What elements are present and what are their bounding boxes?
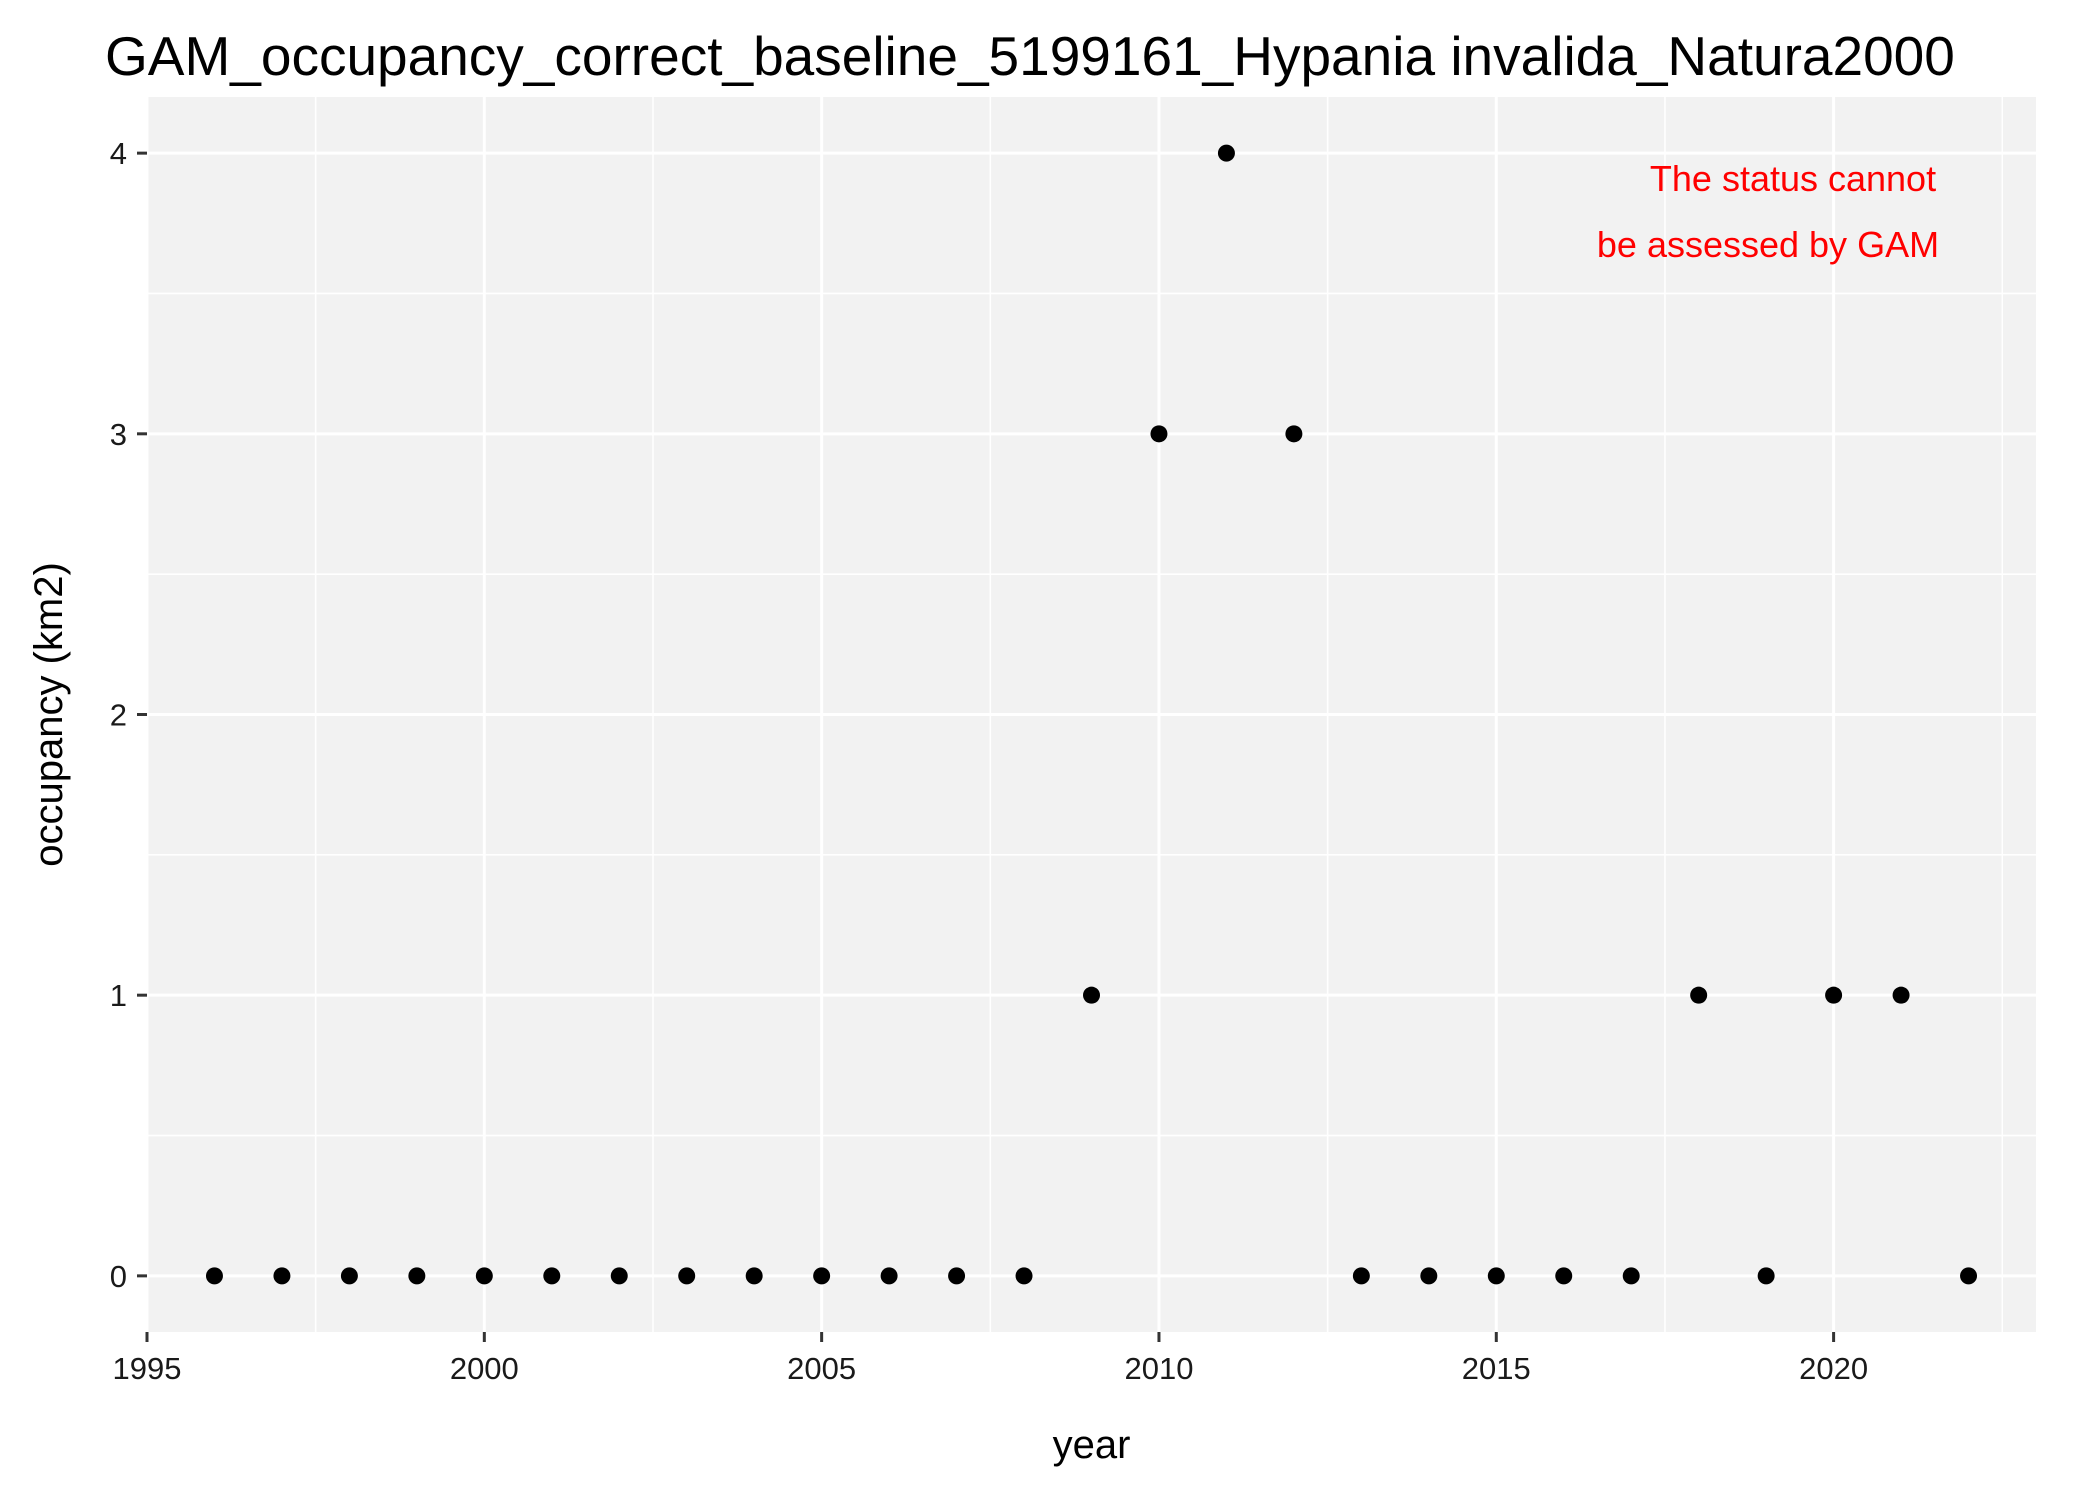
x-tick-label: 2015: [1462, 1351, 1531, 1386]
data-point: [813, 1267, 831, 1285]
data-point: [408, 1267, 426, 1285]
data-point: [1690, 986, 1708, 1004]
data-point: [1622, 1267, 1640, 1285]
data-point: [610, 1267, 628, 1285]
y-tick-label: 1: [110, 978, 127, 1013]
data-point: [1217, 144, 1235, 162]
data-point: [1555, 1267, 1573, 1285]
x-tick-labels: 1995 2000 2005 2010 2015 2020: [113, 1351, 1869, 1386]
data-point: [1960, 1267, 1978, 1285]
data-point: [340, 1267, 358, 1285]
y-tick-label: 4: [110, 136, 127, 171]
data-point: [678, 1267, 696, 1285]
y-tick-label: 3: [110, 417, 127, 452]
data-point: [273, 1267, 291, 1285]
x-axis-label: year: [1053, 1423, 1131, 1467]
x-tick-label: 1995: [113, 1351, 182, 1386]
data-point: [1083, 986, 1100, 1004]
data-point: [1892, 986, 1910, 1004]
x-tick-label: 2020: [1799, 1351, 1868, 1386]
chart-title: GAM_occupancy_correct_baseline_5199161_H…: [105, 25, 1955, 87]
y-tick-label: 0: [110, 1259, 127, 1294]
data-point: [1825, 986, 1843, 1004]
x-tick-label: 2000: [450, 1351, 519, 1386]
data-point: [1285, 425, 1303, 443]
annotation-line-2: be assessed by GAM: [1597, 224, 1939, 265]
y-axis-label: occupancy (km2): [27, 562, 71, 867]
data-point: [948, 1267, 966, 1285]
data-point: [1757, 1267, 1775, 1285]
data-points: [205, 144, 1978, 1285]
data-point: [1420, 1267, 1438, 1285]
data-point: [1352, 1267, 1370, 1285]
data-point: [543, 1267, 561, 1285]
x-tick-label: 2010: [1124, 1351, 1193, 1386]
data-point: [475, 1267, 493, 1285]
annotation-line-1: The status cannot: [1650, 158, 1936, 199]
data-point: [745, 1267, 763, 1285]
data-point: [880, 1267, 898, 1285]
data-point: [1150, 425, 1168, 443]
y-tick-labels: 0 1 2 3 4: [110, 136, 127, 1294]
data-point: [205, 1267, 223, 1285]
data-point: [1015, 1267, 1033, 1285]
axis-ticks: [137, 151, 1836, 1342]
y-tick-label: 2: [110, 698, 127, 733]
x-tick-label: 2005: [787, 1351, 856, 1386]
data-point: [1487, 1267, 1505, 1285]
